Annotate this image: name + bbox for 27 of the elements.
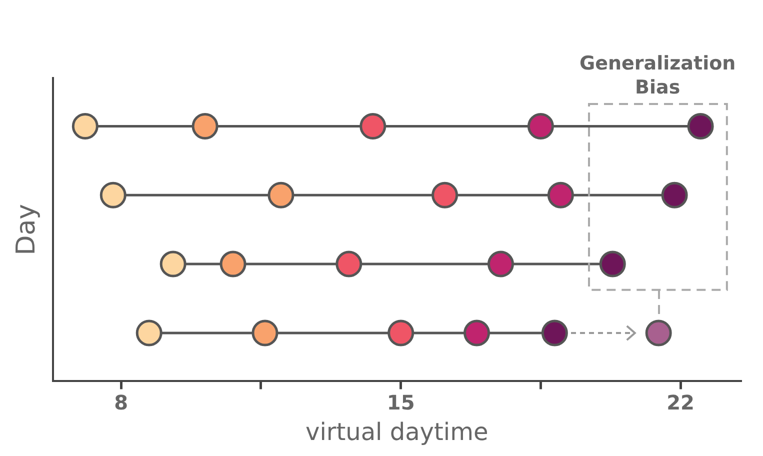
- x-tick-label: 15: [386, 390, 415, 414]
- x-tick-label: 22: [666, 390, 694, 414]
- point: [136, 320, 162, 346]
- point: [687, 112, 714, 140]
- point: [72, 112, 98, 140]
- y-axis-title: Day: [11, 204, 42, 256]
- point: [599, 250, 626, 278]
- point: [661, 182, 688, 208]
- point: [645, 320, 672, 346]
- point: [220, 250, 246, 278]
- point: [100, 182, 126, 208]
- point: [487, 250, 514, 278]
- point: [252, 320, 278, 346]
- point: [192, 112, 218, 140]
- point: [527, 112, 554, 140]
- point: [160, 250, 186, 278]
- x-tick-label: 8: [114, 390, 128, 414]
- point: [541, 320, 568, 346]
- point: [336, 250, 362, 278]
- x-axis-title: virtual daytime: [305, 418, 488, 446]
- point: [464, 320, 490, 346]
- point: [388, 320, 414, 346]
- annotation: Generalization Bias: [580, 52, 736, 99]
- point: [360, 112, 386, 140]
- point: [547, 182, 574, 208]
- point: [268, 182, 294, 208]
- point: [432, 182, 458, 208]
